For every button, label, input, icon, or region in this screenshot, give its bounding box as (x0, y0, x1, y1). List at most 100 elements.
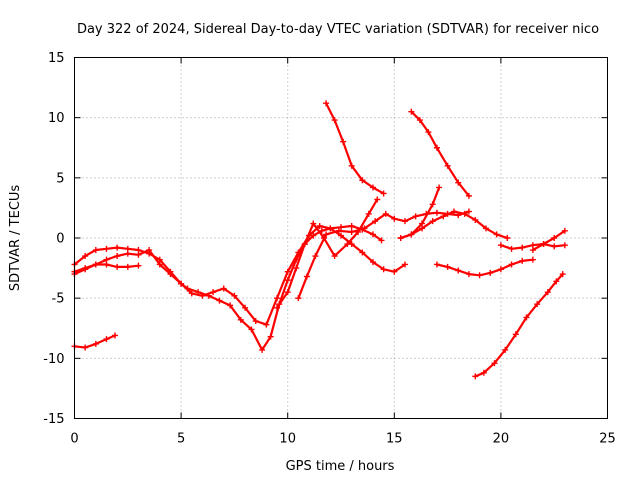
series-track-a (71, 222, 385, 353)
x-tick-label: 25 (599, 432, 616, 447)
data-point (482, 225, 489, 232)
data-point (391, 215, 398, 222)
series-line (531, 229, 567, 252)
data-point (391, 268, 398, 275)
data-point (540, 241, 547, 248)
data-point (135, 262, 142, 269)
data-point (504, 235, 511, 241)
data-point (178, 280, 185, 287)
data-point (82, 344, 89, 351)
data-point (103, 245, 110, 252)
data-point (92, 247, 99, 254)
data-point (519, 257, 526, 264)
data-point (227, 302, 234, 309)
data-point (444, 162, 451, 169)
data-point (112, 332, 119, 339)
data-point (216, 297, 223, 304)
data-point (252, 318, 259, 325)
data-point (338, 232, 344, 239)
data-point (429, 201, 436, 208)
data-point (167, 268, 174, 275)
data-point (124, 245, 131, 252)
y-tick-label: 15 (48, 51, 65, 66)
series-track-l (472, 271, 566, 380)
data-point (323, 231, 330, 238)
data-point (480, 369, 487, 376)
series-track-g (323, 100, 387, 197)
data-point (369, 184, 376, 191)
data-point (380, 190, 387, 197)
data-point (408, 231, 415, 238)
y-tick-label: 5 (56, 171, 64, 186)
y-tick-label: 0 (56, 232, 64, 247)
series-track-k (433, 256, 536, 279)
data-point (359, 177, 366, 184)
data-point (502, 346, 509, 353)
data-point (365, 210, 372, 217)
x-tick-label: 10 (279, 432, 296, 447)
data-point (295, 295, 302, 302)
x-tick-label: 5 (177, 432, 185, 447)
data-point (348, 222, 355, 229)
data-point (529, 256, 536, 263)
data-point (444, 263, 451, 270)
y-tick-label: 10 (48, 111, 65, 126)
y-axis-label: SDTVAR / TECUs (8, 185, 23, 292)
data-point (559, 271, 566, 278)
plot-frame (74, 57, 608, 419)
chart-title: Day 322 of 2024, Sidereal Day-to-day VTE… (77, 22, 599, 37)
series-line (297, 210, 470, 300)
data-point (338, 224, 344, 231)
data-point (455, 179, 462, 186)
data-point (372, 218, 379, 225)
data-point (382, 210, 389, 217)
data-point (323, 100, 330, 107)
data-point (103, 336, 110, 343)
data-point (210, 289, 217, 296)
data-point (440, 213, 447, 220)
series-track-b (71, 222, 408, 328)
data-point (497, 266, 504, 273)
x-tick-label: 20 (493, 432, 510, 447)
data-point (135, 247, 142, 254)
data-point (348, 162, 355, 169)
data-point (561, 242, 568, 249)
data-point (508, 245, 515, 252)
data-point (344, 241, 351, 248)
data-point (82, 253, 89, 260)
data-point (551, 243, 558, 250)
data-point (284, 268, 291, 275)
data-point (529, 247, 536, 254)
x-tick-label: 15 (386, 432, 403, 447)
data-point (561, 227, 568, 234)
data-point (369, 231, 376, 238)
data-point (188, 290, 195, 297)
data-point (274, 295, 281, 302)
data-point (493, 231, 500, 238)
data-point (295, 249, 302, 256)
data-point (433, 261, 440, 268)
data-point (263, 321, 270, 328)
data-point (553, 278, 560, 285)
data-point (465, 271, 472, 278)
data-point (472, 373, 479, 380)
data-point (237, 316, 244, 323)
data-point (461, 210, 468, 217)
data-point (267, 333, 274, 340)
data-point (416, 117, 423, 124)
data-point (374, 196, 381, 203)
data-point (465, 192, 472, 199)
series-track-h (408, 108, 472, 199)
data-point (248, 326, 255, 333)
y-tick-label: -5 (52, 292, 65, 307)
data-point (124, 263, 131, 270)
series-track-n (529, 227, 568, 254)
data-point (114, 263, 121, 270)
data-point (359, 249, 366, 256)
series-line (73, 334, 117, 349)
data-point (397, 235, 404, 241)
data-point (293, 265, 300, 272)
series-track-j (397, 184, 443, 241)
data-point (436, 184, 443, 191)
